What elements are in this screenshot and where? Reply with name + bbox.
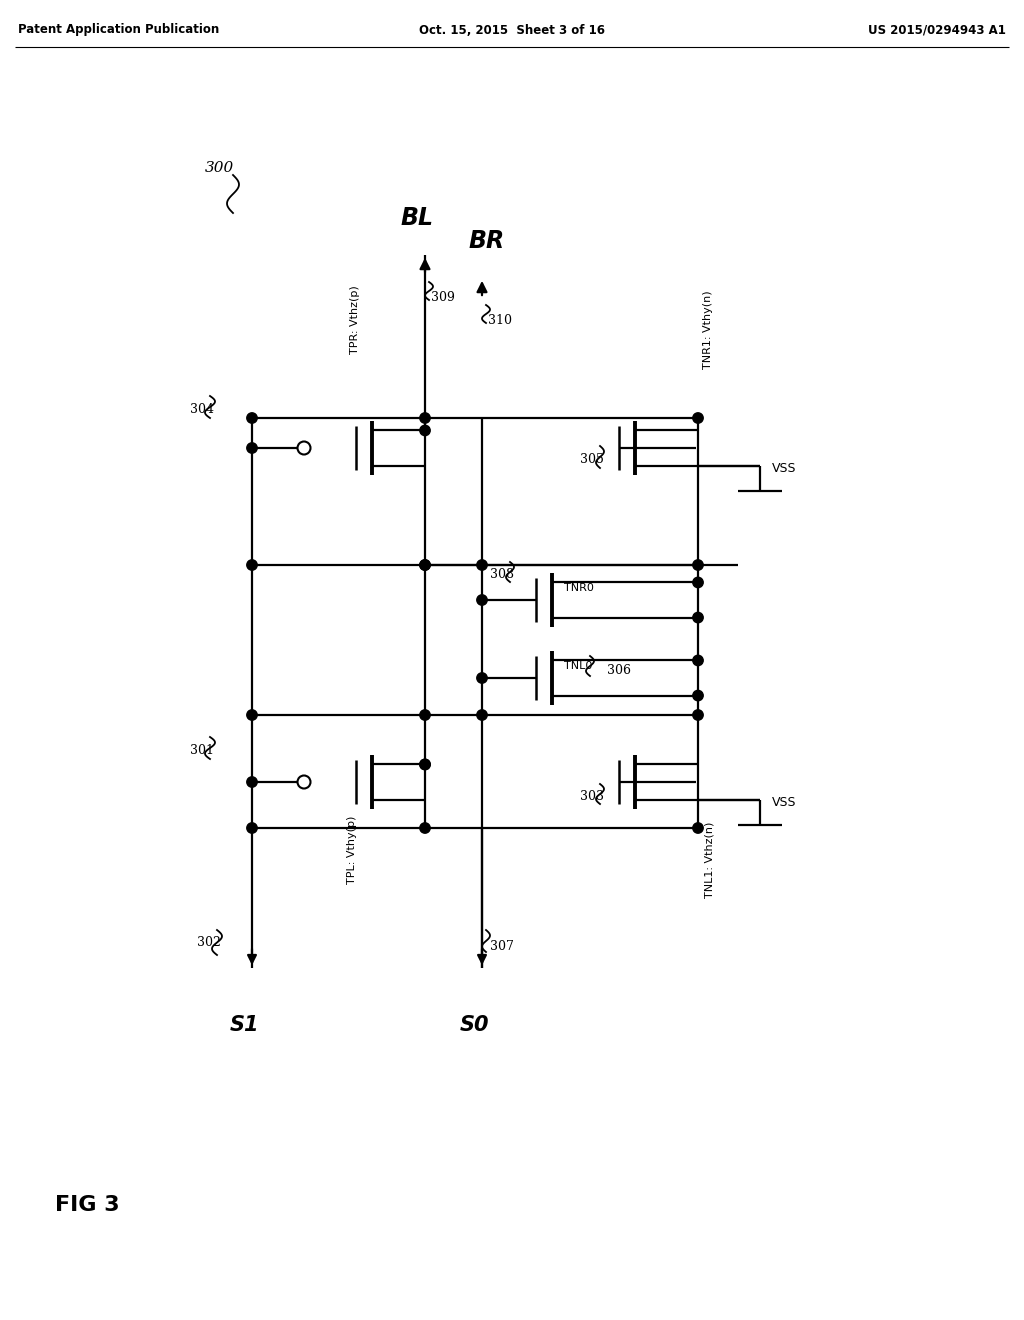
Text: 308: 308 <box>490 569 514 582</box>
Text: US 2015/0294943 A1: US 2015/0294943 A1 <box>868 24 1006 37</box>
Text: 300: 300 <box>205 161 234 176</box>
Text: 310: 310 <box>488 314 512 327</box>
Text: S1: S1 <box>229 1015 259 1035</box>
Circle shape <box>420 710 430 721</box>
Text: 304: 304 <box>190 404 214 417</box>
Text: TNL1: Vthz(n): TNL1: Vthz(n) <box>705 822 715 898</box>
Circle shape <box>420 413 430 424</box>
Circle shape <box>247 442 257 453</box>
Text: 302: 302 <box>197 936 221 949</box>
Circle shape <box>420 759 430 770</box>
Circle shape <box>693 612 703 623</box>
Text: 309: 309 <box>431 292 455 305</box>
Circle shape <box>693 560 703 570</box>
Text: TNL0: TNL0 <box>564 661 592 671</box>
Text: TNR0: TNR0 <box>564 583 594 593</box>
Text: Oct. 15, 2015  Sheet 3 of 16: Oct. 15, 2015 Sheet 3 of 16 <box>419 24 605 37</box>
Text: VSS: VSS <box>772 796 797 809</box>
Circle shape <box>693 690 703 701</box>
Text: FIG 3: FIG 3 <box>55 1195 120 1214</box>
Circle shape <box>420 759 430 770</box>
Text: TPL: Vthy(p): TPL: Vthy(p) <box>347 816 357 884</box>
Text: Patent Application Publication: Patent Application Publication <box>18 24 219 37</box>
Circle shape <box>693 577 703 587</box>
Circle shape <box>693 822 703 833</box>
Circle shape <box>420 560 430 570</box>
Circle shape <box>247 560 257 570</box>
Circle shape <box>420 560 430 570</box>
Circle shape <box>247 710 257 721</box>
Text: BR: BR <box>469 228 505 253</box>
Text: BL: BL <box>400 206 433 230</box>
Circle shape <box>693 413 703 424</box>
Text: TPR: Vthz(p): TPR: Vthz(p) <box>350 285 360 354</box>
Text: 301: 301 <box>190 743 214 756</box>
Text: 306: 306 <box>607 664 631 676</box>
Text: TNR1: Vthy(n): TNR1: Vthy(n) <box>703 290 713 370</box>
Text: VSS: VSS <box>772 462 797 475</box>
Circle shape <box>247 822 257 833</box>
Circle shape <box>477 710 487 721</box>
Circle shape <box>693 655 703 665</box>
Circle shape <box>420 425 430 436</box>
Circle shape <box>477 595 487 605</box>
Circle shape <box>247 776 257 787</box>
Text: 303: 303 <box>580 791 604 804</box>
Circle shape <box>420 822 430 833</box>
Circle shape <box>693 710 703 721</box>
Text: S0: S0 <box>459 1015 488 1035</box>
Circle shape <box>247 413 257 424</box>
Text: 305: 305 <box>580 454 604 466</box>
Text: 307: 307 <box>490 940 514 953</box>
Circle shape <box>477 560 487 570</box>
Circle shape <box>477 673 487 684</box>
